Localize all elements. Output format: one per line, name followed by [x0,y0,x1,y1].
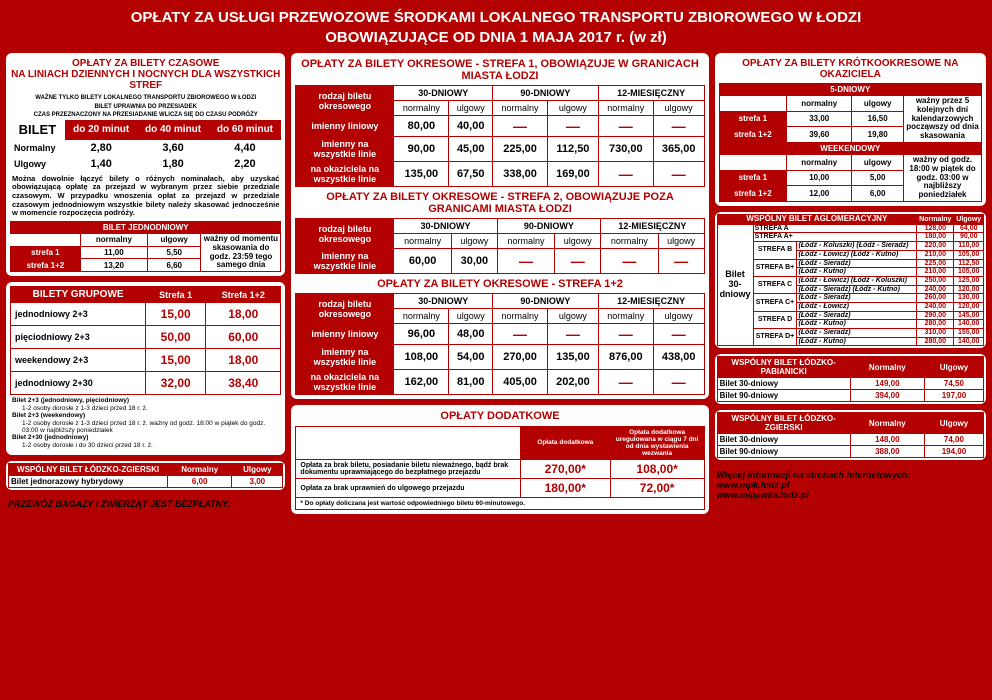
panel-short: OPŁATY ZA BILETY KRÓTKOOKRESOWE NA OKAZI… [715,53,986,206]
panel-strefa1: OPŁATY ZA BILETY OKRESOWE - STREFA 1, OB… [291,53,708,399]
panel-zg: WSPÓLNY BILET ŁÓDZKO-ZGIERSKINormalnyUlg… [715,410,986,460]
aglo-table: WSPÓLNY BILET AGLOMERACYJNY Normalny Ulg… [717,214,984,346]
websites: Więcej informacji na stronach internetow… [715,466,986,504]
luggage-note: PRZEWÓZ BAGAŻY I ZWIERZĄT JEST BEZPŁATNY… [6,496,285,509]
panel-pab: WSPÓLNY BILET ŁÓDZKO-PABIANICKINormalnyU… [715,354,986,404]
timed-note: Można dowolnie łączyć bilety o różnych n… [10,172,281,221]
panel-group: BILETY GRUPOWE Strefa 1 Strefa 1+2 jedno… [6,282,285,455]
s1-table: rodzaj biletu okresowego 30-DNIOWY 90-DN… [295,85,704,187]
panel-wlz: WSPÓLNY BILET ŁÓDZKO-ZGIERSKI Normalny U… [6,461,285,490]
oneday-table: BILET JEDNODNIOWY normalny ulgowy ważny … [10,221,281,272]
timed-hdr: OPŁATY ZA BILETY CZASOWE NA LINIACH DZIE… [10,57,281,94]
pab-table: WSPÓLNY BILET ŁÓDZKO-PABIANICKINormalnyU… [717,356,984,402]
group-table: BILETY GRUPOWE Strefa 1 Strefa 1+2 jedno… [10,286,281,395]
extra-table: Opłata dodatkowa Opłata dodatkowa uregul… [295,426,704,511]
short-5d-table: 5-DNIOWY normalny ulgowy ważny przez 5 k… [719,83,982,202]
timed-table: BILET do 20 minut do 40 minut do 60 minu… [10,120,281,172]
wlz-table: WSPÓLNY BILET ŁÓDZKO-ZGIERSKI Normalny U… [8,463,283,488]
title-l2: OBOWIĄZUJĄCE OD DNIA 1 MAJA 2017 r. (w z… [6,28,986,48]
panel-extra: OPŁATY DODATKOWE Opłata dodatkowa Opłata… [291,405,708,514]
title-l1: OPŁATY ZA USŁUGI PRZEWOZOWE ŚRODKAMI LOK… [6,8,986,28]
panel-timed: OPŁATY ZA BILETY CZASOWE NA LINIACH DZIE… [6,53,285,276]
s12-table: rodzaj biletu okresowego 30-DNIOWY 90-DN… [295,293,704,395]
fare-poster: OPŁATY ZA USŁUGI PRZEWOZOWE ŚRODKAMI LOK… [0,0,992,700]
group-footnotes: Bilet 2+3 (jednodniowy, pięciodniowy) 1-… [10,395,281,451]
main-title: OPŁATY ZA USŁUGI PRZEWOZOWE ŚRODKAMI LOK… [6,6,986,53]
zg-table: WSPÓLNY BILET ŁÓDZKO-ZGIERSKINormalnyUlg… [717,412,984,458]
s2-table: rodzaj biletu okresowego 30-DNIOWY 90-DN… [295,218,704,274]
panel-aglo: WSPÓLNY BILET AGLOMERACYJNY Normalny Ulg… [715,212,986,348]
